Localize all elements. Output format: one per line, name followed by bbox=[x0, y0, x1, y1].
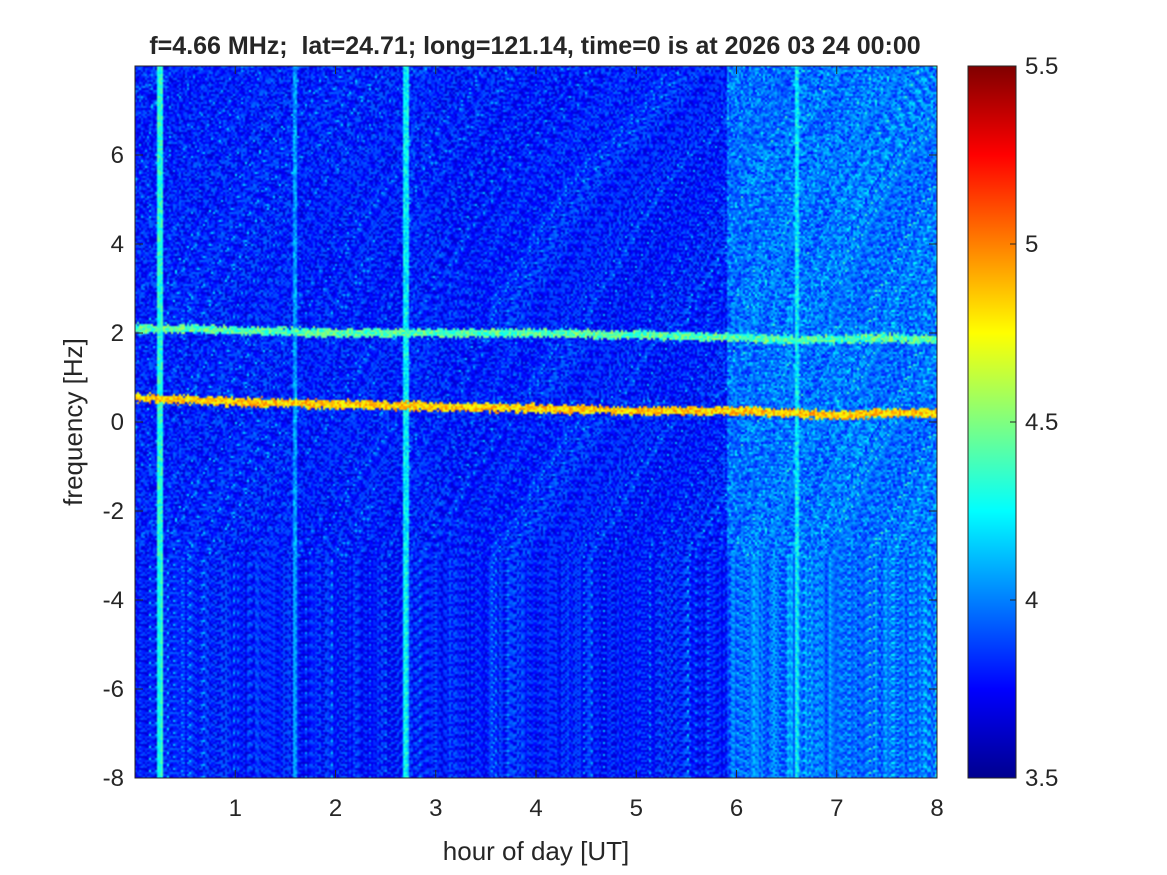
x-tick-label: 7 bbox=[830, 795, 843, 822]
y-tick-label: 0 bbox=[111, 409, 124, 436]
colorbar: 3.5 4 4.5 5 5.5 bbox=[967, 53, 1058, 792]
x-tick-label: 1 bbox=[229, 795, 242, 822]
colorbar-gradient bbox=[968, 66, 1016, 778]
x-tick-label: 5 bbox=[630, 795, 643, 822]
x-axis: 1 2 3 4 5 6 7 8 bbox=[229, 66, 944, 822]
x-tick-label: 2 bbox=[329, 795, 342, 822]
y-tick-label: 2 bbox=[111, 320, 124, 347]
x-tick-label: 6 bbox=[730, 795, 743, 822]
x-axis-label: hour of day [UT] bbox=[443, 836, 629, 866]
y-tick-label: 4 bbox=[111, 231, 124, 258]
y-axis: -8 -6 -4 -2 0 2 4 6 bbox=[103, 142, 937, 792]
spectrogram-heatmap bbox=[135, 66, 937, 778]
y-tick-label: -4 bbox=[103, 587, 124, 614]
colorbar-tick-label: 5.5 bbox=[1025, 53, 1058, 80]
colorbar-tick-label: 4.5 bbox=[1025, 409, 1058, 436]
chart-title: f=4.66 MHz; lat=24.71; long=121.14, time… bbox=[149, 32, 920, 60]
colorbar-tick-label: 4 bbox=[1025, 587, 1038, 614]
y-tick-label: -2 bbox=[103, 498, 124, 525]
y-tick-label: -6 bbox=[103, 676, 124, 703]
y-tick-label: -8 bbox=[103, 765, 124, 792]
x-tick-label: 8 bbox=[930, 795, 943, 822]
y-axis-label: frequency [Hz] bbox=[58, 338, 88, 506]
x-tick-label: 3 bbox=[429, 795, 442, 822]
colorbar-tick-label: 5 bbox=[1025, 231, 1038, 258]
colorbar-tick-label: 3.5 bbox=[1025, 765, 1058, 792]
plot-area bbox=[134, 65, 938, 779]
colorbar-ticks: 3.5 4 4.5 5 5.5 bbox=[1010, 53, 1058, 792]
y-tick-label: 6 bbox=[111, 142, 124, 169]
x-tick-label: 4 bbox=[529, 795, 542, 822]
